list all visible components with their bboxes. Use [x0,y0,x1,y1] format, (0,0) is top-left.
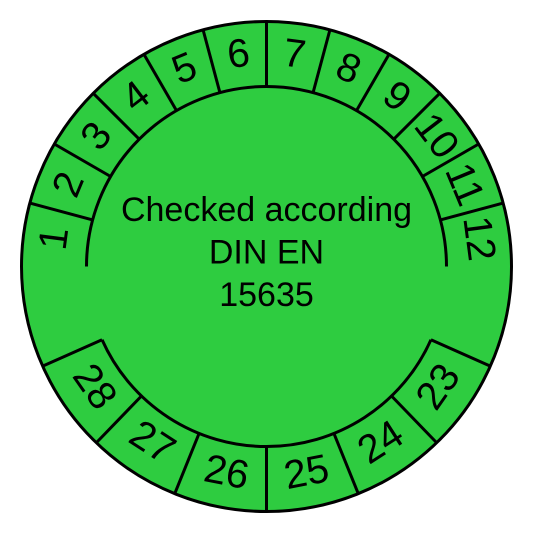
center-text-line-1: Checked according [121,191,412,229]
inspection-badge: 123456789101112232425262728Checked accor… [0,0,533,533]
year-26: 26 [200,446,252,498]
year-25: 25 [280,446,332,498]
month-12: 12 [454,214,503,264]
badge-svg: 123456789101112232425262728Checked accor… [0,0,533,533]
center-text-line-2: DIN EN [209,233,324,271]
center-text-line-3: 15635 [219,276,314,314]
